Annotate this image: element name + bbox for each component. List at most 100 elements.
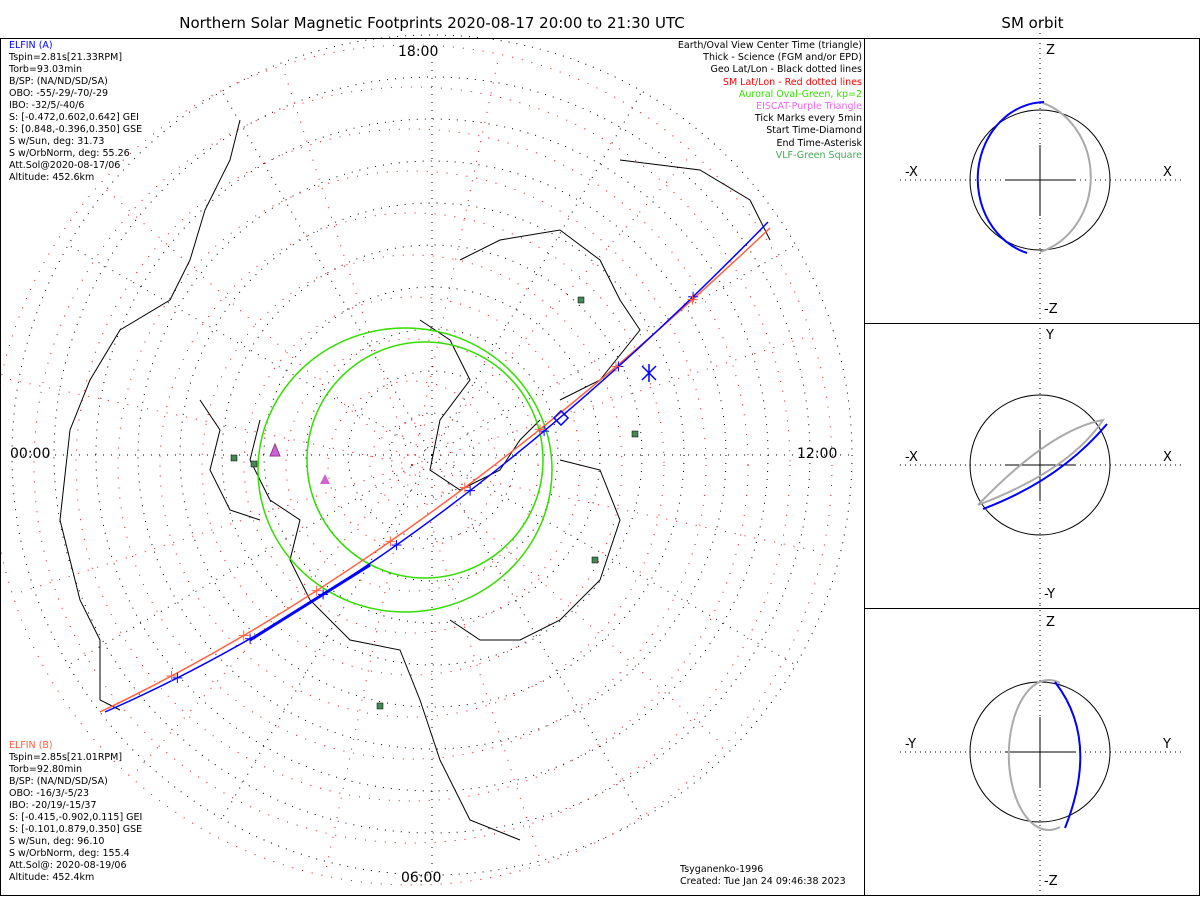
orbit-path (982, 423, 1108, 510)
legend-item: Earth/Oval View Center Time (triangle) (677, 40, 862, 51)
sm-lon-line (281, 65, 413, 466)
orbit-axis-label-top: Z (1046, 615, 1055, 630)
lat-lon-grid (0, 34, 853, 886)
orbit-path (1039, 101, 1092, 253)
sm-lat-circle (117, 170, 707, 760)
geo-lat-circle (221, 244, 643, 666)
orbit-axis-label-right: Y (1163, 737, 1171, 752)
sm-lon-line (411, 334, 812, 466)
elfin-a-science-segment (249, 563, 371, 642)
elfin-b-info-line: B/SP: (NA/ND/SD/SA) (9, 776, 108, 787)
geo-lat-circle (11, 34, 853, 876)
earth-circle (969, 394, 1111, 536)
geo-lat-circle (305, 328, 559, 582)
legend-item: SM Lat/Lon - Red dotted lines (722, 76, 862, 88)
orbit-axis-label-left: -X (905, 450, 918, 465)
legend-item: Start Time-Diamond (766, 125, 862, 137)
legend-item: End Time-Asterisk (776, 137, 862, 149)
sm-lon-line (324, 464, 413, 876)
geo-lat-circle (53, 76, 811, 834)
sm-lat-circle (327, 380, 497, 550)
sm-lon-line (411, 464, 823, 553)
elfin-a-info-line: IBO: -32/5/-40/6 (9, 100, 85, 111)
elfin-b-name: ELFIN (B) (9, 740, 53, 751)
sm-lon-line (1, 377, 413, 466)
elfin-a-info-line: OBO: -55/-29/-70/-29 (9, 88, 109, 99)
elfin-b-info-line: OBO: -16/3/-5/23 (9, 788, 90, 799)
sm-lon-line (12, 464, 413, 596)
elfin-a-info-line: Torb=93.03min (9, 64, 83, 75)
mlt-label-top: 18:00 (398, 44, 439, 60)
elfin-a-info-line: Att.Sol@2020-08-17/06 (9, 160, 121, 171)
elfin-b-info-line: IBO: -20/19/-15/37 (9, 800, 97, 811)
sm-orbit-title: SM orbit (1001, 14, 1064, 32)
orbit-path (1007, 679, 1061, 831)
elfin-a-info-line: S: [0.848,-0.396,0.350] GSE (9, 124, 143, 135)
orbit-axis-label-top: Y (1046, 328, 1054, 343)
elfin-b-info-line: S: [-0.415,-0.902,0.115] GEI (9, 812, 143, 823)
sm-lat-circle (285, 338, 539, 592)
elfin-a-start-diamond (552, 409, 570, 427)
legend-item: Tick Marks every 5min (754, 113, 862, 125)
sm-lat-circle (33, 86, 791, 844)
elfin-b-footprint-track (99, 227, 771, 713)
view-center-triangle (320, 474, 330, 484)
elfin-b-info-line: S w/Sun, deg: 96.10 (9, 836, 105, 847)
elfin-a-info: ELFIN (A) Tspin=2.81s[21.33RPM] Torb=93.0… (9, 40, 142, 184)
geo-lon-line (68, 454, 433, 666)
elfin-b-info-line: Att.Sol@: 2020-08-19/06 (9, 860, 127, 871)
orbit-axis-label-bottom: -Y (1044, 587, 1056, 602)
sm-lat-circle (159, 212, 665, 718)
elfin-a-footprint-track (104, 221, 769, 713)
elfin-a-info-line: S: [-0.472,0.602,0.642] GEI (9, 112, 139, 123)
elfin-a-info-line: S w/Sun, deg: 31.73 (9, 136, 105, 147)
elfin-b-info-line: Torb=92.80min (9, 764, 83, 775)
elfin-b-info-line: Tspin=2.85s[21.01RPM] (9, 752, 123, 763)
elfin-b-info: ELFIN (B) Tspin=2.85s[21.01RPM] Torb=92.8… (9, 740, 142, 884)
eiscat-triangle (269, 442, 281, 457)
mlt-label-bottom: 06:00 (401, 870, 442, 886)
elfin-a-name: ELFIN (A) (9, 40, 53, 51)
mlt-label-left: 00:00 (10, 446, 51, 462)
geo-lon-line (431, 454, 643, 819)
sm-lon-line (130, 464, 413, 778)
orbit-axis-label-left: -Y (905, 737, 917, 752)
legend: Earth/Oval View Center Time (triangle) Th… (678, 40, 862, 162)
elfin-a-tick-marks (172, 291, 699, 683)
orbit-axis-label-left: -X (905, 165, 918, 180)
elfin-b-info-line: Altitude: 452.4km (9, 872, 95, 883)
sm-lon-line (411, 152, 694, 466)
sm-lat-circle (75, 128, 749, 802)
sm-lat-circle (201, 254, 623, 676)
geo-lon-line (68, 244, 433, 456)
credits: Tsyganenko-1996 Created: Tue Jan 24 09:4… (680, 864, 846, 888)
elfin-a-info-line: Tspin=2.81s[21.33RPM] (9, 52, 123, 63)
geo-lon-line (221, 91, 433, 456)
sm-lon-line (411, 54, 500, 466)
orbit-path (977, 418, 1106, 506)
elfin-a-end-asterisk (641, 364, 657, 382)
elfin-a-info-line: S w/OrbNorm, deg: 55.26 (9, 148, 130, 159)
geo-lat-circle (137, 160, 727, 750)
orbit-path (1054, 681, 1082, 829)
vlf-squares (230, 296, 639, 710)
orbit-axis-label-right: X (1163, 165, 1172, 180)
orbit-path (976, 101, 1045, 254)
elfin-b-info-line: S w/OrbNorm, deg: 155.4 (9, 848, 130, 859)
legend-item: Auroral Oval-Green, kp=2 (738, 88, 862, 100)
sm-lat-circle (0, 44, 833, 886)
sm-lon-line (411, 464, 543, 865)
earth-circle (969, 109, 1111, 251)
elfin-a-info-line: B/SP: (NA/ND/SD/SA) (9, 76, 108, 87)
sm-lat-circle (369, 422, 455, 508)
sm-lon-line (99, 183, 413, 466)
model-name: Tsyganenko-1996 (680, 864, 764, 875)
sm-orbit-panels (900, 33, 1183, 892)
legend-item: EISCAT-Purple Triangle (756, 101, 862, 113)
mlt-label-right: 12:00 (797, 446, 838, 462)
geo-lat-circle (389, 412, 475, 498)
auroral-oval (257, 327, 553, 613)
legend-item: Geo Lat/Lon - Black dotted lines (710, 64, 862, 76)
legend-item: Thick - Science (FGM and/or EPD) (703, 52, 862, 64)
